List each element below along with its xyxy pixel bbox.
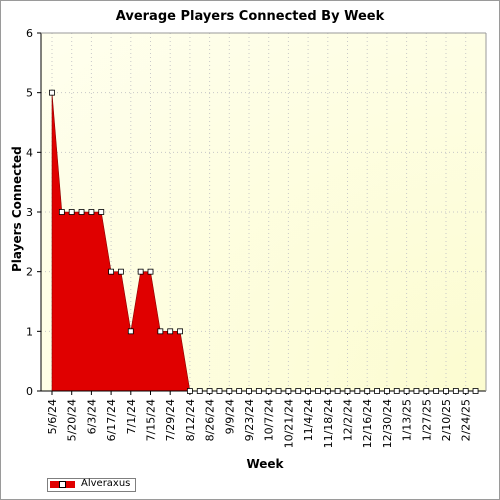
data-point — [423, 388, 430, 394]
y-tick-label: 5 — [26, 87, 33, 100]
data-point — [374, 388, 380, 394]
x-tick-label: 12/16/24 — [361, 399, 374, 448]
axes — [37, 32, 487, 395]
data-point — [275, 388, 282, 394]
data-point — [295, 388, 302, 394]
data-point — [472, 388, 479, 394]
x-tick-label: 12/2/24 — [342, 399, 355, 441]
data-point — [177, 328, 183, 335]
x-tick-label: 7/15/24 — [145, 399, 158, 441]
x-tick-label: 8/12/24 — [184, 399, 197, 441]
x-tick-label: 1/13/25 — [401, 399, 414, 441]
y-tick-label: 0 — [26, 385, 33, 398]
data-point — [108, 268, 114, 275]
data-point — [383, 388, 390, 394]
y-tick-label: 4 — [26, 146, 33, 159]
x-axis-title: Week — [246, 457, 284, 471]
data-point — [98, 209, 105, 215]
x-tick-label: 7/1/24 — [125, 399, 138, 434]
data-point — [68, 209, 75, 215]
y-tick-label: 1 — [26, 325, 33, 338]
data-point — [315, 388, 321, 394]
x-tick-label: 7/29/24 — [164, 399, 177, 441]
data-point — [206, 388, 213, 394]
x-tick-label: 8/26/24 — [204, 399, 217, 441]
data-point — [236, 388, 243, 394]
data-point — [364, 388, 371, 394]
x-tick-label: 6/3/24 — [85, 399, 98, 434]
y-tick-labels: 0 1 2 3 4 5 6 — [26, 27, 33, 398]
x-tick-label: 5/20/24 — [66, 399, 79, 441]
data-point — [433, 388, 440, 394]
data-point — [344, 388, 351, 394]
data-point — [393, 388, 400, 394]
x-tick-label: 5/6/24 — [46, 399, 59, 434]
data-point — [462, 388, 469, 394]
x-tick-label: 9/9/24 — [223, 399, 236, 434]
y-tick-label: 3 — [26, 206, 33, 219]
data-point — [265, 388, 272, 394]
data-point — [137, 268, 144, 275]
data-point — [167, 328, 174, 335]
data-point — [58, 209, 65, 215]
legend-label: Alveraxus — [81, 478, 131, 489]
x-tick-labels: 5/6/24 5/20/24 6/3/24 6/17/24 7/1/24 7/15/24 7… — [46, 399, 473, 448]
data-point — [413, 388, 420, 394]
data-point — [255, 388, 262, 394]
chart-title: Average Players Connected By Week — [115, 9, 385, 24]
data-point — [334, 388, 341, 394]
data-point — [226, 388, 233, 394]
series-markers — [49, 89, 479, 394]
data-point — [157, 328, 164, 335]
data-point — [324, 388, 331, 394]
legend: Alveraxus — [47, 478, 136, 492]
data-point — [186, 388, 193, 394]
x-tick-label: 11/18/24 — [322, 399, 335, 448]
data-point — [88, 209, 95, 215]
data-point — [354, 388, 361, 394]
x-tick-label: 9/23/24 — [243, 399, 256, 441]
x-tick-label: 1/27/25 — [420, 399, 433, 441]
x-tick-label: 10/21/24 — [282, 399, 295, 448]
data-point — [127, 328, 134, 335]
data-point — [78, 209, 85, 215]
legend-marker — [59, 481, 66, 488]
y-tick-label: 6 — [26, 27, 33, 40]
data-point — [285, 388, 292, 394]
data-point — [305, 388, 312, 394]
x-tick-label: 12/30/24 — [381, 399, 394, 448]
y-tick-label: 2 — [26, 266, 33, 279]
data-point — [49, 89, 55, 96]
x-tick-label: 2/24/25 — [460, 399, 473, 441]
data-point — [147, 268, 154, 275]
x-tick-label: 10/7/24 — [263, 399, 276, 441]
data-point — [443, 388, 449, 394]
data-point — [216, 388, 223, 394]
x-tick-label: 11/4/24 — [302, 399, 315, 441]
data-point — [246, 388, 252, 394]
x-tick-label: 2/10/25 — [440, 399, 453, 441]
x-tick-label: 6/17/24 — [105, 399, 118, 441]
data-point — [118, 268, 124, 275]
data-point — [452, 388, 459, 394]
data-point — [403, 388, 410, 394]
data-point — [196, 388, 203, 394]
